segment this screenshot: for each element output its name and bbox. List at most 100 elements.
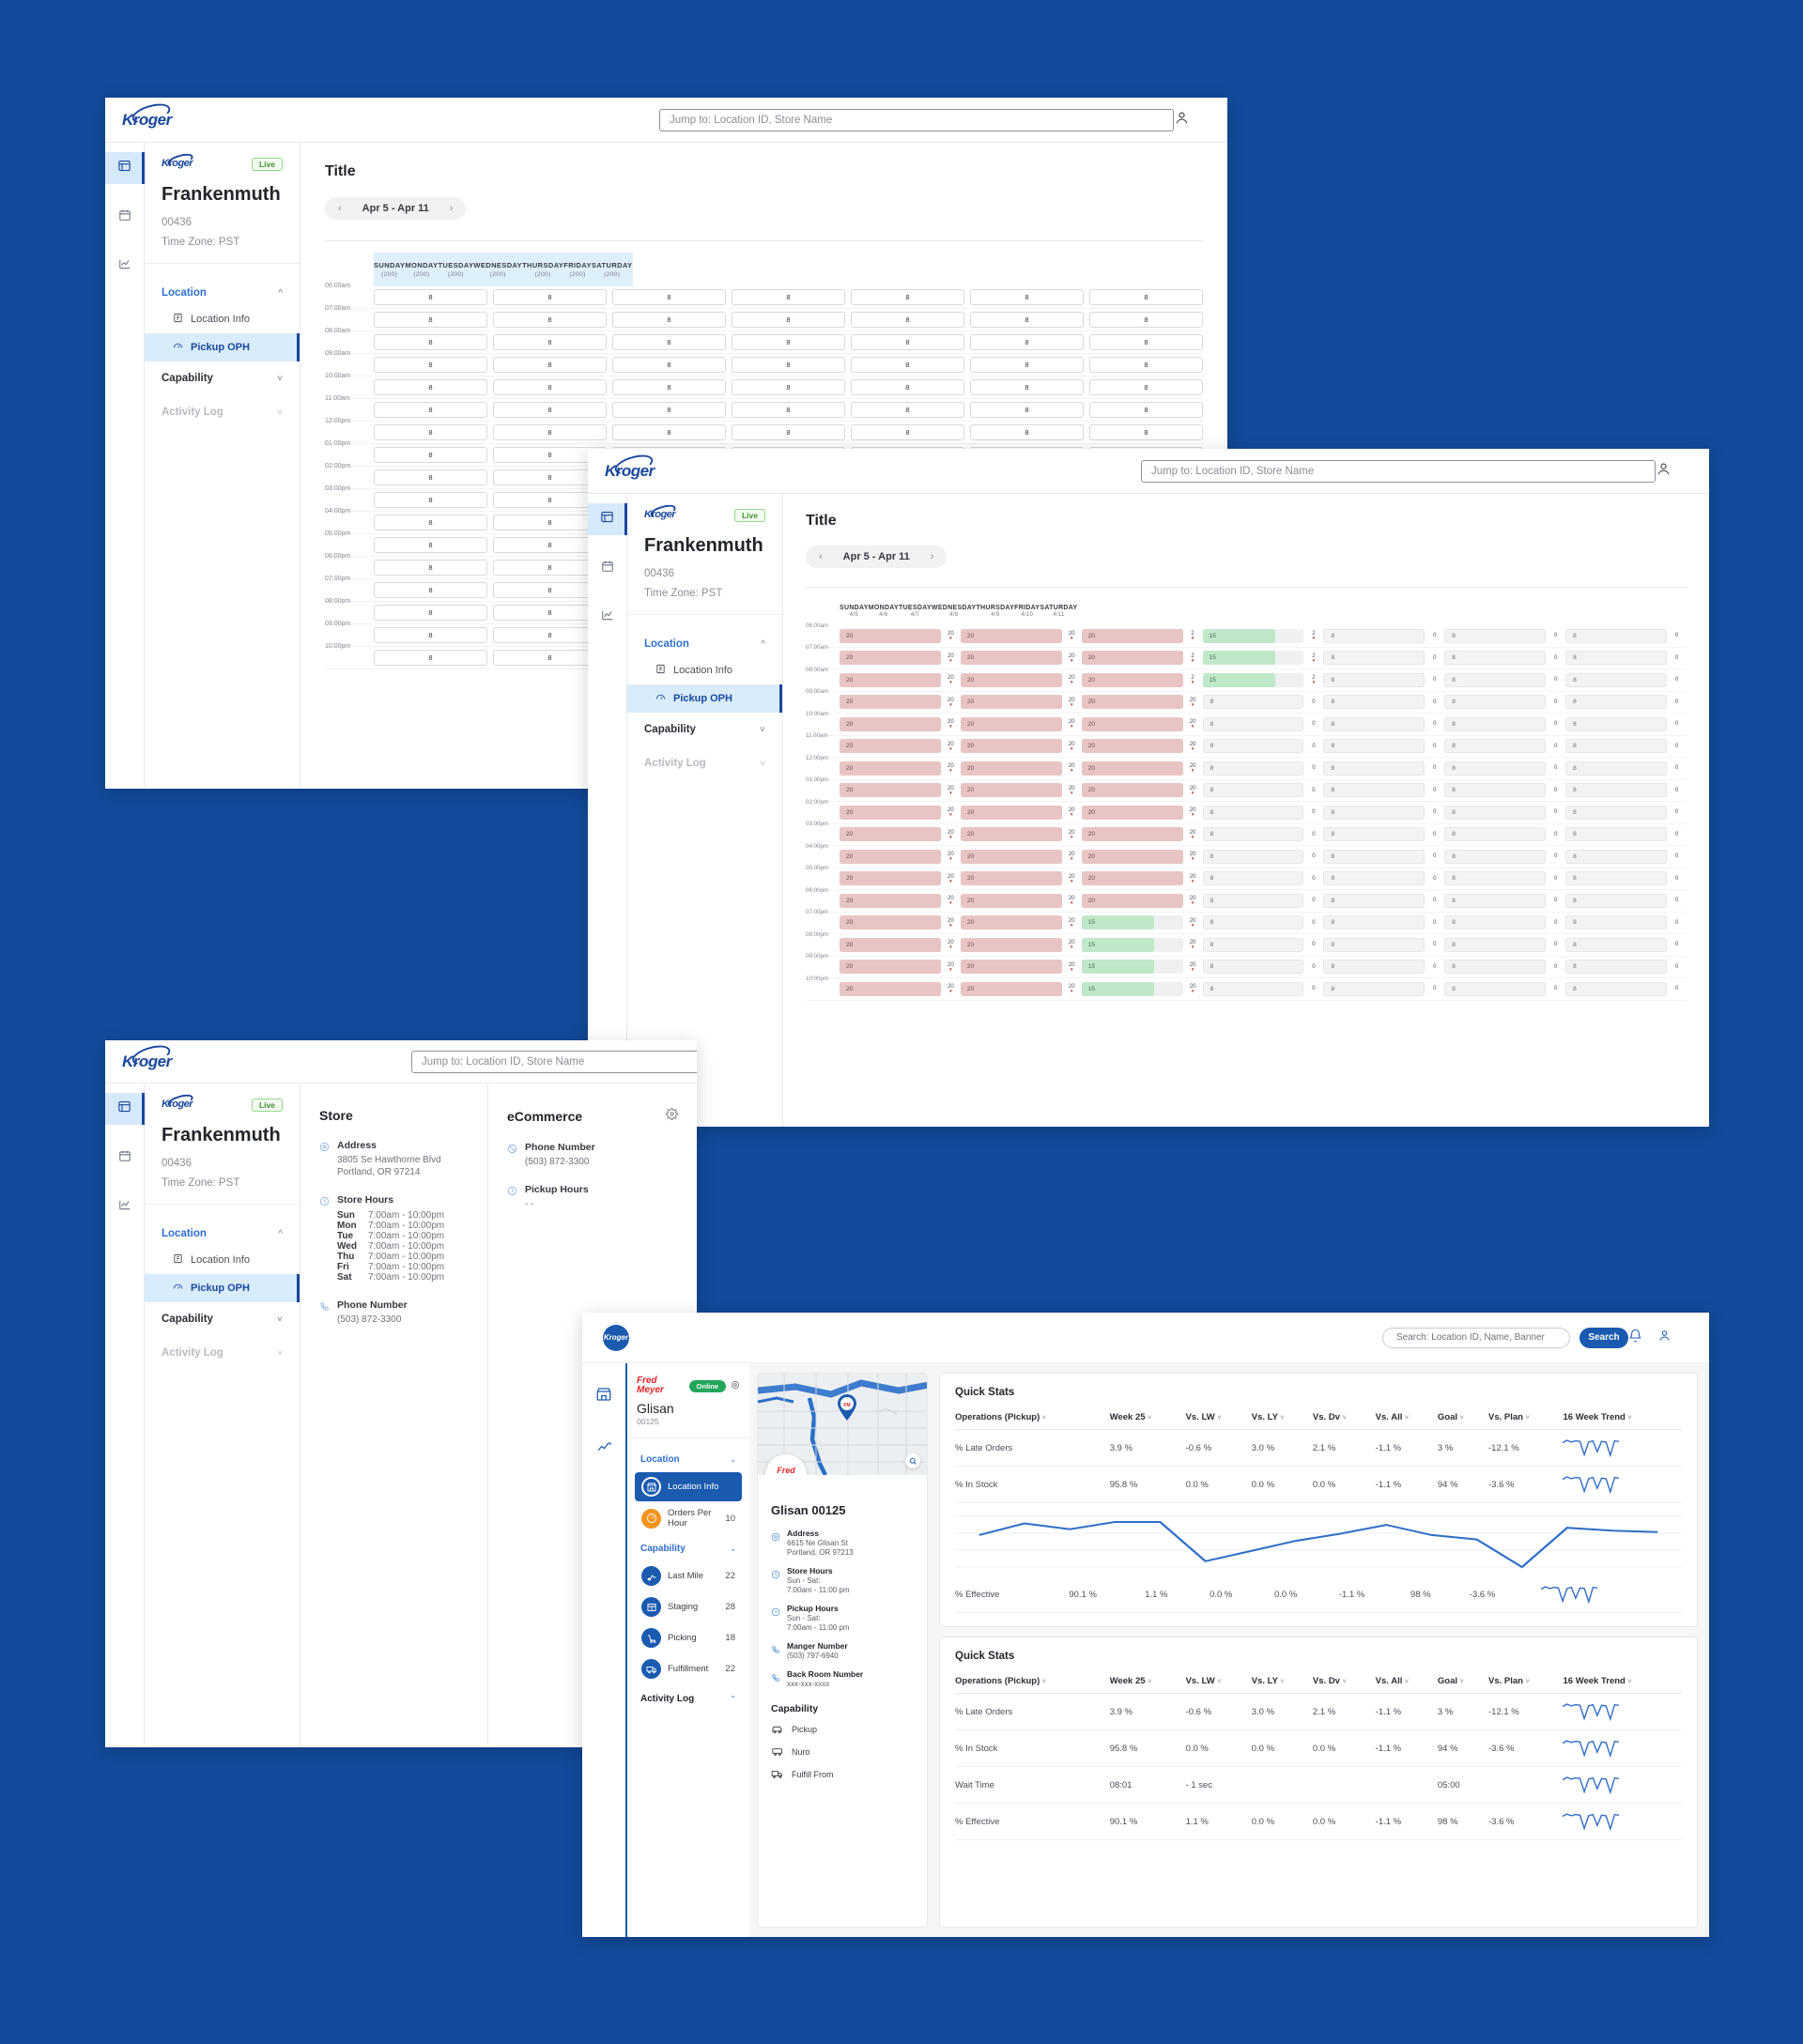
capacity-bar[interactable]: 20: [1081, 871, 1183, 886]
capacity-bar[interactable]: 8: [1444, 716, 1547, 731]
rail-store-button[interactable]: [105, 152, 145, 184]
week-prev-button[interactable]: ‹: [338, 203, 342, 214]
schedule-cell[interactable]: 8: [732, 379, 845, 395]
schedule-cell[interactable]: 8: [970, 312, 1084, 328]
schedule-cell[interactable]: 8: [851, 334, 964, 350]
schedule-cell[interactable]: 8: [612, 357, 726, 373]
capability-item-nuro[interactable]: Nuro: [771, 1744, 914, 1760]
schedule-cell[interactable]: 8: [374, 402, 487, 418]
capacity-bar[interactable]: 8: [1202, 739, 1304, 754]
capacity-bar[interactable]: 8: [1444, 805, 1547, 820]
schedule-cell[interactable]: 8: [612, 289, 726, 305]
schedule-cell[interactable]: 8: [1089, 312, 1203, 328]
search-button[interactable]: Search: [1580, 1327, 1628, 1348]
capacity-bar[interactable]: 8: [1444, 628, 1547, 643]
schedule-cell[interactable]: 8: [493, 402, 607, 418]
chevron-down-icon[interactable]: ˅: [277, 1347, 283, 1359]
capacity-bar[interactable]: 8: [1202, 893, 1304, 908]
capacity-bar[interactable]: 20: [960, 651, 1062, 666]
nav-item-location-info[interactable]: Location Info: [145, 305, 300, 333]
capacity-bar[interactable]: 8: [1323, 628, 1425, 643]
capacity-bar[interactable]: 8: [1565, 672, 1668, 687]
capacity-bar[interactable]: 20: [1081, 783, 1183, 798]
nav-section-activity-log[interactable]: Activity Log ⌃: [635, 1685, 742, 1710]
chevron-down-icon[interactable]: ˅: [1148, 1415, 1152, 1422]
capacity-bar[interactable]: 8: [1444, 937, 1547, 952]
week-selector[interactable]: ‹ Apr 5 - Apr 11 ›: [806, 546, 948, 568]
nav-section-activity-log[interactable]: Activity Log: [644, 758, 706, 769]
capacity-bar[interactable]: 20: [960, 761, 1062, 776]
chevron-down-icon[interactable]: ˅: [277, 373, 283, 384]
chevron-down-icon[interactable]: ˅: [1459, 1415, 1464, 1422]
nav-section-capability[interactable]: Capability: [162, 1314, 213, 1325]
capacity-bar[interactable]: 20: [840, 893, 941, 908]
capacity-bar[interactable]: 20: [1081, 628, 1183, 643]
schedule-cell[interactable]: 8: [374, 469, 487, 485]
schedule-cell[interactable]: 8: [493, 492, 607, 508]
gear-icon[interactable]: [666, 1108, 678, 1125]
capacity-bar[interactable]: 20: [1081, 672, 1183, 687]
capacity-bar[interactable]: 20: [840, 651, 941, 666]
chevron-down-icon[interactable]: ˅: [277, 1314, 283, 1325]
chevron-down-icon[interactable]: ˅: [1342, 1415, 1347, 1422]
schedule-cell[interactable]: 8: [851, 424, 964, 440]
chevron-down-icon[interactable]: ˅: [1342, 1679, 1347, 1685]
schedule-cell[interactable]: 8: [493, 650, 607, 666]
sidebar-item-last-mile[interactable]: Last Mile 22: [635, 1561, 742, 1591]
schedule-cell[interactable]: 8: [612, 402, 726, 418]
chevron-down-icon[interactable]: ˅: [277, 407, 283, 418]
schedule-cell[interactable]: 8: [1089, 379, 1203, 395]
capacity-bar[interactable]: 8: [1202, 871, 1304, 886]
capacity-bar[interactable]: 20: [1081, 761, 1183, 776]
schedule-cell[interactable]: 8: [732, 424, 845, 440]
capacity-bar[interactable]: 8: [1202, 783, 1304, 798]
capacity-bar[interactable]: 8: [1323, 672, 1425, 687]
column-header-vs-dv[interactable]: Vs. Dv ˅: [1312, 1669, 1376, 1694]
week-selector[interactable]: ‹ Apr 5 - Apr 11 ›: [325, 197, 467, 220]
sidebar-item-picking[interactable]: Picking 18: [635, 1623, 742, 1652]
schedule-cell[interactable]: 8: [493, 357, 607, 373]
capacity-bar[interactable]: 20: [840, 960, 941, 975]
schedule-cell[interactable]: 8: [493, 447, 607, 463]
capacity-bar[interactable]: 15: [1202, 651, 1304, 666]
capacity-bar[interactable]: 8: [1565, 651, 1668, 666]
capacity-bar[interactable]: 15: [1081, 915, 1183, 930]
rail-chart-button[interactable]: [584, 1433, 624, 1465]
schedule-cell[interactable]: 8: [1089, 424, 1203, 440]
capacity-bar[interactable]: 8: [1202, 960, 1304, 975]
jump-to-input[interactable]: Jump to: Location ID, Store Name: [1141, 459, 1656, 483]
schedule-cell[interactable]: 8: [493, 334, 607, 350]
chevron-down-icon[interactable]: ˅: [1405, 1679, 1410, 1685]
chevron-down-icon[interactable]: ˅: [1041, 1415, 1046, 1422]
schedule-cell[interactable]: 8: [374, 537, 487, 553]
capacity-bar[interactable]: 8: [1444, 783, 1547, 798]
chevron-icon[interactable]: ⌄: [730, 1455, 736, 1464]
capacity-bar[interactable]: 20: [960, 960, 1062, 975]
schedule-cell[interactable]: 8: [374, 312, 487, 328]
capacity-bar[interactable]: 8: [1323, 761, 1425, 776]
schedule-cell[interactable]: 8: [732, 357, 845, 373]
capacity-bar[interactable]: 8: [1444, 651, 1547, 666]
schedule-cell[interactable]: 8: [851, 379, 964, 395]
capacity-bar[interactable]: 20: [840, 739, 941, 754]
capacity-bar[interactable]: 8: [1202, 761, 1304, 776]
schedule-cell[interactable]: 8: [970, 334, 1084, 350]
schedule-cell[interactable]: 8: [612, 312, 726, 328]
capacity-bar[interactable]: 8: [1565, 849, 1668, 864]
capacity-bar[interactable]: 8: [1565, 783, 1668, 798]
sidebar-item-orders-per-hour[interactable]: Orders Per Hour 10: [635, 1503, 742, 1533]
column-header-week-25[interactable]: Week 25 ˅: [1109, 1406, 1186, 1430]
capability-item-fulfill-from[interactable]: Fulfill From: [771, 1767, 914, 1782]
zoom-icon[interactable]: [905, 1453, 920, 1468]
chevron-down-icon[interactable]: ˅: [1525, 1679, 1530, 1685]
capacity-bar[interactable]: 20: [840, 761, 941, 776]
user-icon[interactable]: [1656, 461, 1672, 482]
column-header-vs-plan[interactable]: Vs. Plan ˅: [1488, 1669, 1564, 1694]
rail-calendar-button[interactable]: [105, 201, 145, 233]
jump-to-input[interactable]: Jump to: Location ID, Store Name: [411, 1050, 697, 1073]
capacity-bar[interactable]: 20: [1081, 849, 1183, 864]
capacity-bar[interactable]: 8: [1323, 651, 1425, 666]
nav-item-pickup-oph[interactable]: Pickup OPH: [145, 333, 300, 361]
capacity-bar[interactable]: 8: [1202, 915, 1304, 930]
capacity-bar[interactable]: 20: [840, 672, 941, 687]
